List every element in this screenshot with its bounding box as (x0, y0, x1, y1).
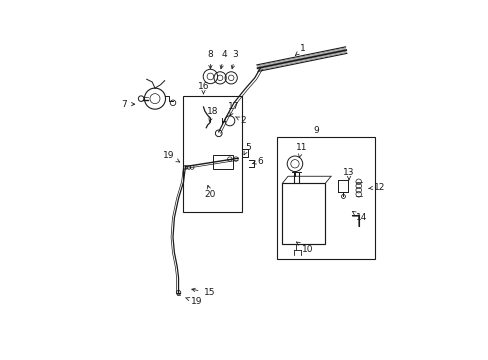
Text: 20: 20 (204, 185, 216, 199)
Text: 8: 8 (207, 50, 213, 69)
Text: 15: 15 (191, 288, 215, 297)
Text: 3: 3 (231, 50, 238, 69)
Text: 14: 14 (352, 211, 366, 222)
Text: 2: 2 (235, 116, 246, 125)
Text: 1: 1 (295, 44, 305, 55)
Text: 9: 9 (312, 126, 318, 135)
Text: 6: 6 (252, 157, 263, 166)
Bar (276, 138, 375, 260)
Text: 16: 16 (197, 82, 209, 94)
Text: 10: 10 (296, 242, 313, 254)
Text: 12: 12 (367, 183, 385, 192)
Text: 11: 11 (296, 143, 307, 157)
Bar (282, 183, 325, 244)
Text: 5: 5 (244, 143, 250, 155)
Text: 13: 13 (343, 168, 354, 180)
Text: 4: 4 (220, 50, 226, 69)
Bar (183, 96, 242, 212)
Bar (213, 156, 232, 169)
Text: 19: 19 (185, 297, 202, 306)
Text: 17: 17 (228, 103, 239, 116)
Text: 18: 18 (207, 107, 219, 121)
Text: 7: 7 (121, 100, 135, 109)
Text: 19: 19 (163, 151, 180, 162)
